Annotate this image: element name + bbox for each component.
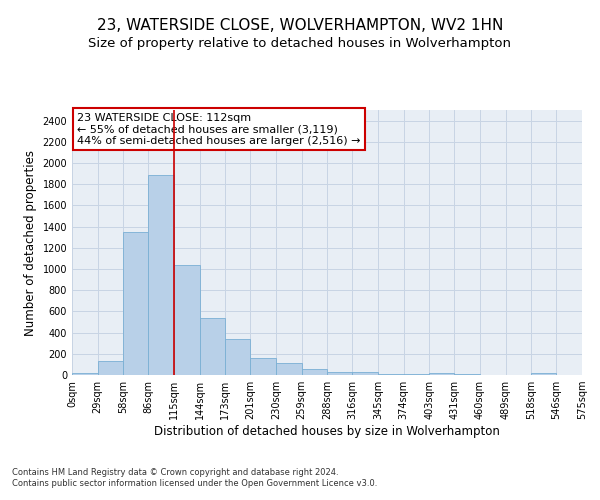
Bar [200, 318, 226, 375]
Text: Size of property relative to detached houses in Wolverhampton: Size of property relative to detached ho… [89, 38, 511, 51]
Text: 23, WATERSIDE CLOSE, WOLVERHAMPTON, WV2 1HN: 23, WATERSIDE CLOSE, WOLVERHAMPTON, WV2 … [97, 18, 503, 32]
Text: Contains HM Land Registry data © Crown copyright and database right 2024.
Contai: Contains HM Land Registry data © Crown c… [12, 468, 377, 487]
Bar [124, 232, 148, 375]
Bar [98, 361, 124, 375]
X-axis label: Distribution of detached houses by size in Wolverhampton: Distribution of detached houses by size … [154, 425, 500, 438]
Bar [226, 340, 250, 375]
Bar [174, 265, 200, 375]
Bar [276, 364, 302, 375]
Bar [378, 374, 404, 375]
Bar [532, 374, 556, 375]
Text: 23 WATERSIDE CLOSE: 112sqm
← 55% of detached houses are smaller (3,119)
44% of s: 23 WATERSIDE CLOSE: 112sqm ← 55% of deta… [77, 112, 361, 146]
Bar [328, 372, 352, 375]
Bar [302, 369, 328, 375]
Bar [430, 374, 454, 375]
Bar [352, 372, 378, 375]
Bar [454, 374, 480, 375]
Bar [250, 358, 276, 375]
Bar [72, 374, 98, 375]
Y-axis label: Number of detached properties: Number of detached properties [24, 150, 37, 336]
Bar [148, 174, 174, 375]
Bar [404, 374, 430, 375]
